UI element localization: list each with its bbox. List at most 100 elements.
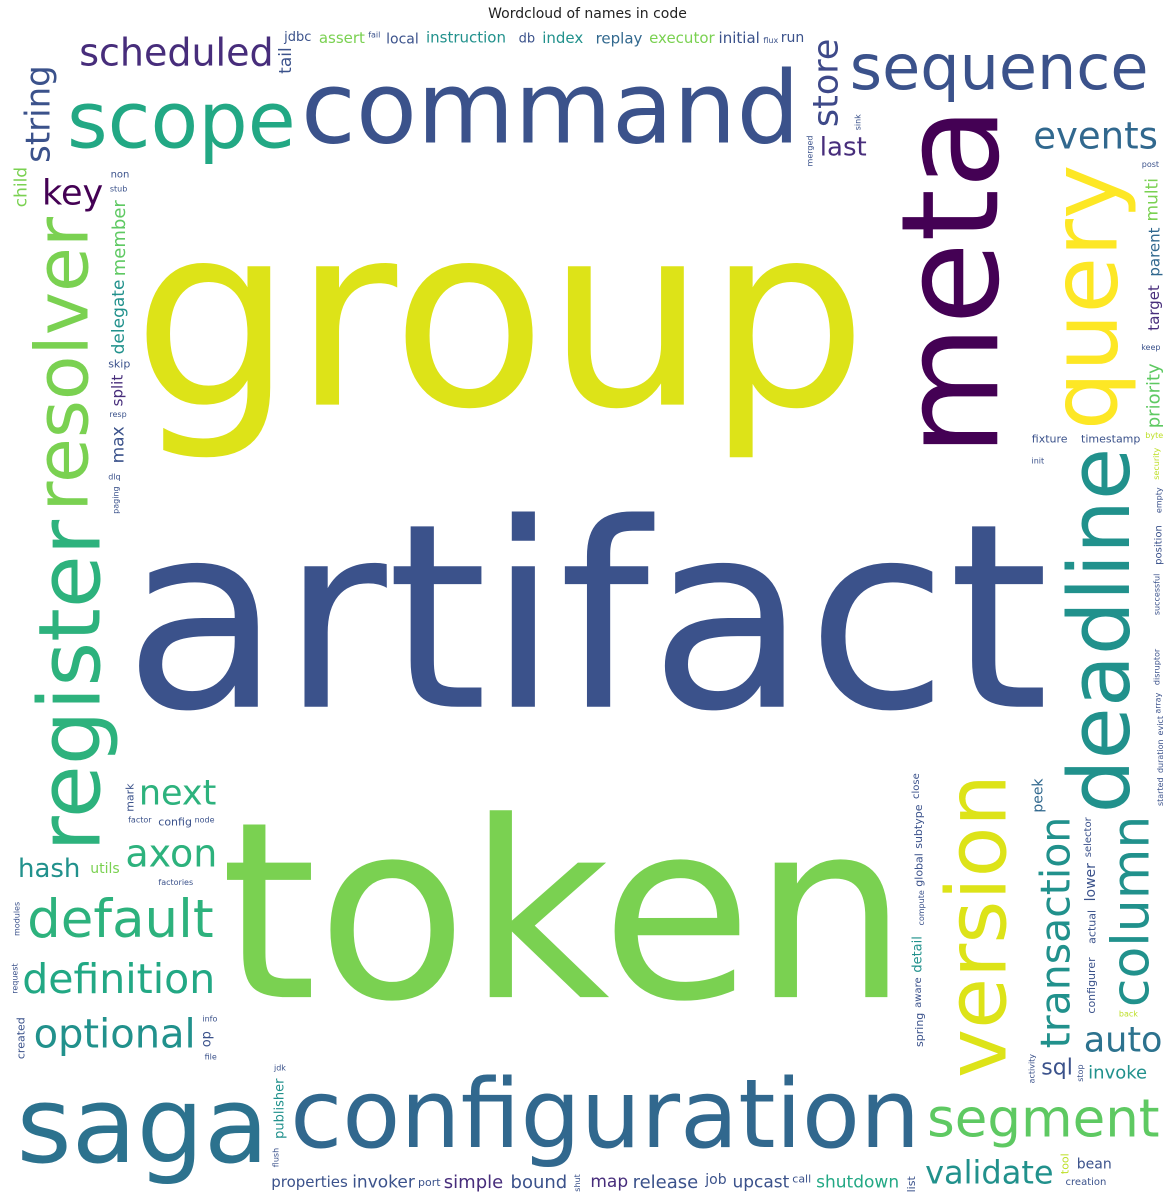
word-invoke: invoke (1088, 1063, 1147, 1084)
word-flux: flux (763, 36, 778, 45)
word-back: back (1119, 1009, 1138, 1018)
word-position: position (1153, 525, 1164, 565)
word-sink: sink (854, 114, 863, 130)
word-bound: bound (511, 1172, 568, 1193)
word-init: init (1032, 456, 1045, 465)
word-duration: duration (1156, 739, 1165, 773)
word-deadline: deadline (1051, 448, 1150, 814)
word-utils: utils (90, 861, 119, 877)
word-cloud: artifact group token meta command register con… (10, 28, 1165, 1193)
word-file: file (205, 1052, 217, 1061)
word-modules: modules (12, 902, 21, 936)
word-group: group (133, 170, 868, 465)
word-created: created (15, 1017, 28, 1059)
word-split: split (108, 375, 126, 407)
word-activity: activity (1027, 1054, 1036, 1084)
word-auto: auto (1084, 1020, 1163, 1060)
word-validate: validate (925, 1153, 1053, 1191)
word-assert: assert (319, 29, 365, 47)
word-segment: segment (927, 1089, 1159, 1150)
word-global: global (913, 853, 926, 887)
word-op: op (200, 1031, 215, 1047)
chart-title: Wordcloud of names in code (488, 6, 687, 22)
word-version: version (928, 774, 1025, 1078)
word-paging: paging (112, 486, 121, 513)
word-spring: spring (913, 1013, 926, 1047)
word-configuration: configuration (290, 1060, 920, 1170)
word-actual: actual (1085, 910, 1098, 944)
word-definition: definition (22, 955, 215, 1003)
word-request: request (10, 963, 19, 993)
word-skip: skip (108, 357, 130, 370)
word-jdk: jdk (273, 1063, 286, 1072)
word-upcast: upcast (732, 1173, 789, 1193)
word-timestamp: timestamp (1081, 432, 1140, 445)
word-instruction: instruction (426, 29, 506, 47)
word-delegate: delegate (109, 280, 129, 355)
word-node: node (195, 815, 215, 824)
word-member: member (109, 200, 130, 277)
word-aware: aware (913, 977, 924, 1007)
word-properties: properties (271, 1173, 348, 1191)
word-non: non (111, 170, 130, 181)
word-sequence: sequence (850, 31, 1149, 104)
word-publisher: publisher (273, 1078, 288, 1139)
word-detail: detail (911, 936, 926, 973)
word-default: default (27, 889, 213, 950)
word-disruptor: disruptor (1152, 648, 1161, 685)
word-empty: empty (1155, 487, 1164, 513)
word-port: port (418, 1176, 441, 1189)
word-db: db (519, 32, 536, 47)
word-target: target (1145, 285, 1163, 331)
word-post: post (1142, 160, 1159, 169)
word-jdbc: jdbc (283, 30, 311, 45)
word-keep: keep (1141, 343, 1160, 352)
word-last: last (820, 133, 867, 163)
word-lower: lower (1083, 863, 1099, 902)
word-mark: mark (123, 783, 136, 812)
word-job: job (704, 1172, 726, 1188)
word-list: list (905, 1176, 918, 1193)
word-multi: multi (1142, 178, 1162, 221)
word-subtype: subtype (912, 804, 925, 848)
word-child: child (11, 167, 31, 207)
word-fail: fail (368, 30, 380, 39)
word-info: info (202, 1015, 217, 1024)
word-next: next (139, 773, 217, 813)
word-tool: tool (1059, 1153, 1072, 1174)
word-close: close (911, 773, 922, 799)
word-compute: compute (917, 890, 926, 925)
word-configurer: configurer (1085, 957, 1098, 1014)
word-meta: meta (872, 106, 1029, 456)
word-stop: stop (1076, 1064, 1085, 1081)
word-factories: factories (158, 878, 193, 887)
word-started: started (1156, 777, 1165, 806)
word-column: column (1102, 816, 1162, 1007)
word-command: command (301, 49, 800, 166)
word-priority: priority (1144, 363, 1165, 428)
word-evict: evict (1156, 716, 1165, 735)
word-sql: sql (1041, 1056, 1073, 1081)
word-shutdown: shutdown (816, 1172, 899, 1192)
word-parent: parent (1145, 227, 1163, 276)
word-selector: selector (1083, 816, 1094, 857)
word-executor: executor (649, 29, 715, 47)
word-creation: creation (1066, 1177, 1107, 1188)
word-merged: merged (805, 135, 814, 166)
word-transaction: transaction (1032, 817, 1080, 1049)
word-local: local (386, 31, 419, 47)
word-successful: successful (1152, 574, 1161, 615)
word-replay: replay (596, 29, 643, 47)
word-invoker: invoker (352, 1173, 415, 1193)
word-security: security (1152, 448, 1161, 480)
word-config: config (158, 816, 192, 829)
word-token: token (220, 770, 908, 1056)
word-bean: bean (1077, 1156, 1112, 1172)
word-events: events (1033, 114, 1158, 157)
word-string: string (19, 65, 59, 163)
word-array: array (1153, 692, 1162, 713)
word-byte: byte (1145, 431, 1163, 440)
word-resolver: resolver (20, 216, 105, 511)
word-register: register (20, 519, 120, 851)
